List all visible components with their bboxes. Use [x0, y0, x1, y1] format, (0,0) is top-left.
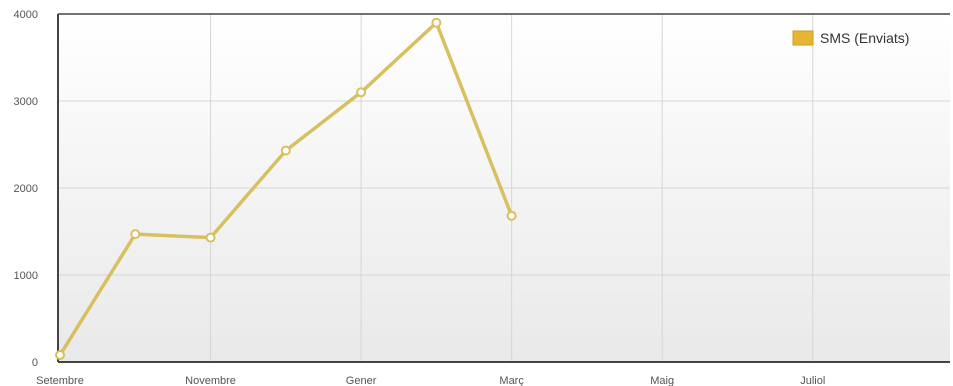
series-layer: [55, 17, 517, 361]
x-tick-label: Setembre: [36, 375, 84, 386]
y-tick-label: 3000: [14, 96, 38, 108]
x-tick-label: Gener: [346, 375, 377, 386]
data-point: [431, 17, 442, 28]
legend-swatch: [792, 30, 814, 46]
axes: [57, 13, 950, 363]
x-tick-label: Març: [499, 375, 524, 386]
x-tick-label: Maig: [650, 375, 674, 386]
y-tick-label: 1000: [14, 270, 38, 282]
data-point: [205, 232, 216, 243]
data-point: [356, 87, 367, 98]
data-point: [130, 229, 141, 240]
data-point: [506, 210, 517, 221]
data-point: [55, 350, 65, 361]
x-tick-label: Juliol: [800, 375, 825, 386]
x-tick-label: Novembre: [185, 375, 236, 386]
data-point: [280, 145, 291, 156]
y-tick-label: 0: [32, 357, 38, 369]
y-tick-label: 2000: [14, 183, 38, 195]
x-axis-ticks: Setembre Novembre Gener Març Maig Juliol: [36, 375, 825, 386]
y-tick-label: 4000: [14, 9, 38, 21]
y-axis-ticks: 0 1000 2000 3000 4000: [14, 9, 38, 369]
legend: SMS (Enviats): [792, 30, 909, 46]
legend-label: SMS (Enviats): [820, 30, 909, 46]
